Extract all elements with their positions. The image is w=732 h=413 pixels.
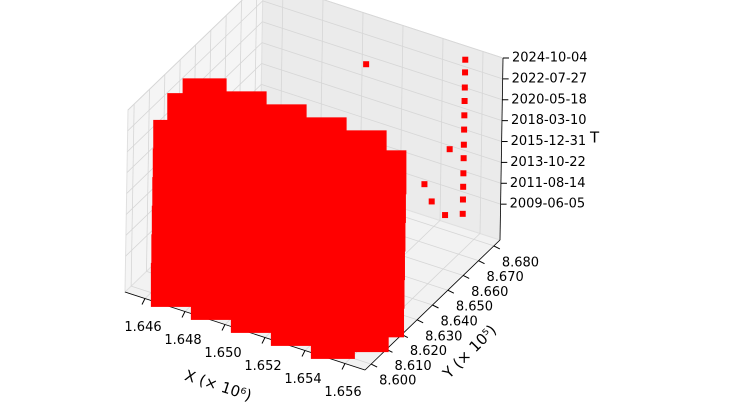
grid-line	[261, 84, 502, 163]
point	[461, 112, 468, 119]
y-tick-label: 8.610	[394, 359, 431, 374]
x-axis-label: X (× 10⁶)	[182, 366, 253, 404]
point	[230, 288, 275, 333]
point	[446, 146, 453, 153]
x-tick-label: 1.646	[124, 320, 161, 335]
x-tick	[181, 311, 186, 318]
point	[460, 170, 467, 177]
z-tick-label: 2020-05-18	[511, 92, 587, 107]
grid-line	[323, 0, 504, 59]
point	[442, 212, 449, 219]
x-tick-label: 1.652	[244, 359, 281, 374]
x-tick-label: 1.650	[204, 346, 241, 361]
z-tick-label: 2009-06-05	[510, 197, 586, 212]
point	[461, 126, 468, 133]
y-tick	[416, 319, 424, 324]
z-tick-label: 2011-08-14	[510, 176, 586, 191]
y-tick-label: 8.630	[425, 329, 462, 344]
z-tick-label: 2022-07-27	[512, 71, 588, 86]
point	[150, 262, 195, 307]
point	[270, 301, 315, 346]
y-tick-label: 8.680	[502, 255, 539, 270]
y-tick-label: 8.600	[379, 374, 416, 389]
z-axis-label: T	[589, 129, 600, 147]
grid-line	[479, 51, 484, 234]
y-tick	[447, 289, 455, 294]
z-tick-label: 2015-12-31	[511, 134, 587, 149]
x-tick	[221, 324, 226, 331]
grid-line	[262, 0, 503, 80]
point	[461, 97, 468, 104]
point	[461, 84, 468, 91]
point	[462, 69, 469, 76]
z-tick-label: 2018-03-10	[511, 113, 587, 128]
grid-line	[261, 42, 503, 122]
y-tick	[370, 363, 378, 368]
point	[462, 56, 469, 63]
grid-line	[146, 89, 150, 272]
point	[459, 210, 466, 217]
y-tick-label: 8.640	[441, 315, 478, 330]
z-axis	[499, 57, 504, 241]
point	[190, 275, 235, 320]
x-tick	[301, 350, 306, 357]
grid-line	[439, 38, 444, 221]
x-tick-label: 1.656	[324, 385, 361, 400]
grid-line	[127, 0, 243, 111]
y-tick	[478, 260, 485, 265]
point	[460, 183, 467, 190]
y-tick-label: 8.650	[456, 300, 493, 315]
point	[460, 155, 467, 162]
y-tick	[432, 304, 439, 309]
x-tick-label: 1.648	[164, 333, 201, 348]
grid-line	[127, 0, 263, 132]
point	[428, 198, 435, 205]
point	[310, 314, 355, 359]
y-tick-label: 8.670	[487, 270, 524, 285]
point	[421, 181, 428, 188]
y-tick	[462, 275, 470, 279]
y-tick-label: 8.660	[471, 285, 508, 300]
y-tick-label: 8.620	[410, 344, 447, 359]
z-tick-label: 2013-10-22	[510, 155, 586, 170]
point	[363, 61, 370, 68]
grid-line	[130, 104, 135, 287]
x-tick	[341, 363, 346, 370]
z-tick-label: 2024-10-04	[512, 51, 588, 66]
x-tick	[141, 298, 146, 305]
x-tick	[261, 337, 266, 344]
point	[459, 196, 466, 203]
point	[460, 141, 467, 148]
y-tick	[493, 245, 501, 250]
x-tick-label: 1.654	[284, 372, 321, 387]
